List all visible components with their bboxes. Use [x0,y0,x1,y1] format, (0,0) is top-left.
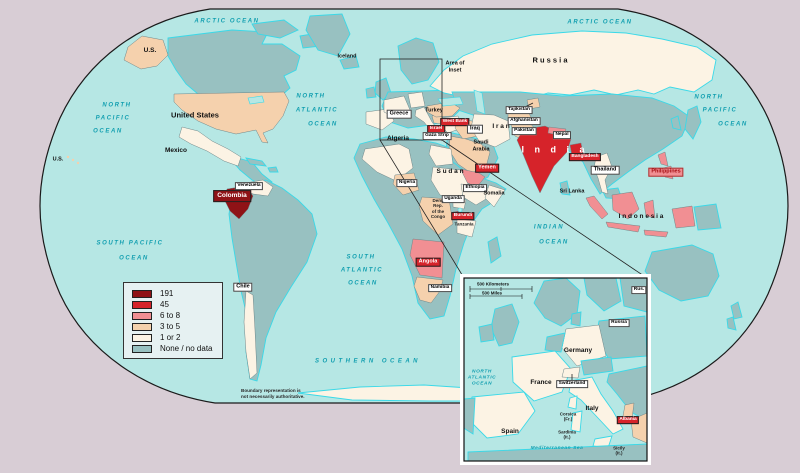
inset-switzerland [561,366,581,379]
legend-swatch-none-no-data [132,344,152,353]
scandinavia [397,37,440,85]
country-sri-lanka [559,180,571,196]
inset-finland [583,278,622,312]
hawaii-islands [71,158,75,162]
legend-row-none-no-data: None / no data [132,343,222,354]
country-uganda [452,197,467,210]
area-of-inset-box [379,58,443,141]
legend: 191 45 6 to 8 3 to 5 1 or 2 None / no data [123,282,223,359]
legend-label-1-or-2: 1 or 2 [160,333,181,342]
country-iceland [339,55,360,70]
inset-france [511,350,572,402]
inset-scale-miles: 500 Miles [481,290,503,296]
hawaii-islands [76,161,80,165]
hawaii-islands [66,155,70,159]
country-chile [243,290,258,380]
lakes [247,89,486,213]
legend-row-6-to-8: 6 to 8 [132,310,222,321]
country-tajikistan [526,97,541,110]
country-greenland [305,13,351,57]
legend-row-191: 191 [132,288,222,299]
area-of-inset-annotation [379,58,648,279]
inset-frame [463,277,648,462]
boundary-disclaimer: Boundary representation is not necessari… [241,388,305,399]
caribbean-cuba [245,157,268,167]
europe-inset [460,274,651,465]
country-indonesia [585,191,696,238]
country-somalia [484,184,506,208]
inset-scale-kilometers: 500 Kilometers [476,281,510,287]
inset-content [464,278,647,461]
legend-swatch-3-to-5 [132,322,152,331]
legend-label-6-to-8: 6 to 8 [160,311,181,320]
lake-victoria [457,207,463,213]
legend-row-45: 45 [132,299,222,310]
legend-swatch-191 [132,289,152,298]
country-madagascar [487,236,502,264]
country-united-states [173,91,290,144]
legend-swatch-45 [132,300,152,309]
legend-label-3-to-5: 3 to 5 [160,322,181,331]
inset-ireland [478,323,495,343]
great-lakes [247,95,265,105]
country-papua-new-guinea [693,203,722,231]
inset-corsica [567,395,578,410]
country-alaska-us [123,35,169,70]
country-burundi [451,210,461,219]
caspian-sea [473,89,486,115]
inset-connector-right [441,139,648,279]
country-canada [167,29,301,96]
inset-scandinavia [533,278,581,327]
inset-italy [568,376,624,435]
inset-denmark [570,311,582,327]
legend-row-1-or-2: 1 or 2 [132,332,222,343]
legend-swatch-6-to-8 [132,311,152,320]
legend-label-191: 191 [160,289,174,298]
country-new-zealand [726,301,743,331]
country-mexico [178,126,242,167]
inset-sardinia [570,410,583,433]
inset-portugal [464,397,476,435]
country-tanzania [456,218,477,238]
legend-label-none-no-data: None / no data [160,344,213,353]
country-germany [407,91,426,109]
inset-north-africa [467,443,647,461]
legend-swatch-1-or-2 [132,333,152,342]
country-japan [684,105,702,140]
inset-benelux [544,332,566,353]
arctic-islands [251,19,299,39]
legend-row-3-to-5: 3 to 5 [132,321,222,332]
legend-label-45: 45 [160,300,169,309]
country-korea [670,115,682,131]
inset-connector-left [379,139,465,279]
inset-austria [580,356,614,376]
country-egypt [428,144,454,167]
caribbean-hispaniola [267,166,279,173]
legend-items: 191 45 6 to 8 3 to 5 1 or 2 None / no data [132,288,222,354]
black-sea [437,96,464,107]
country-ireland [365,86,377,99]
